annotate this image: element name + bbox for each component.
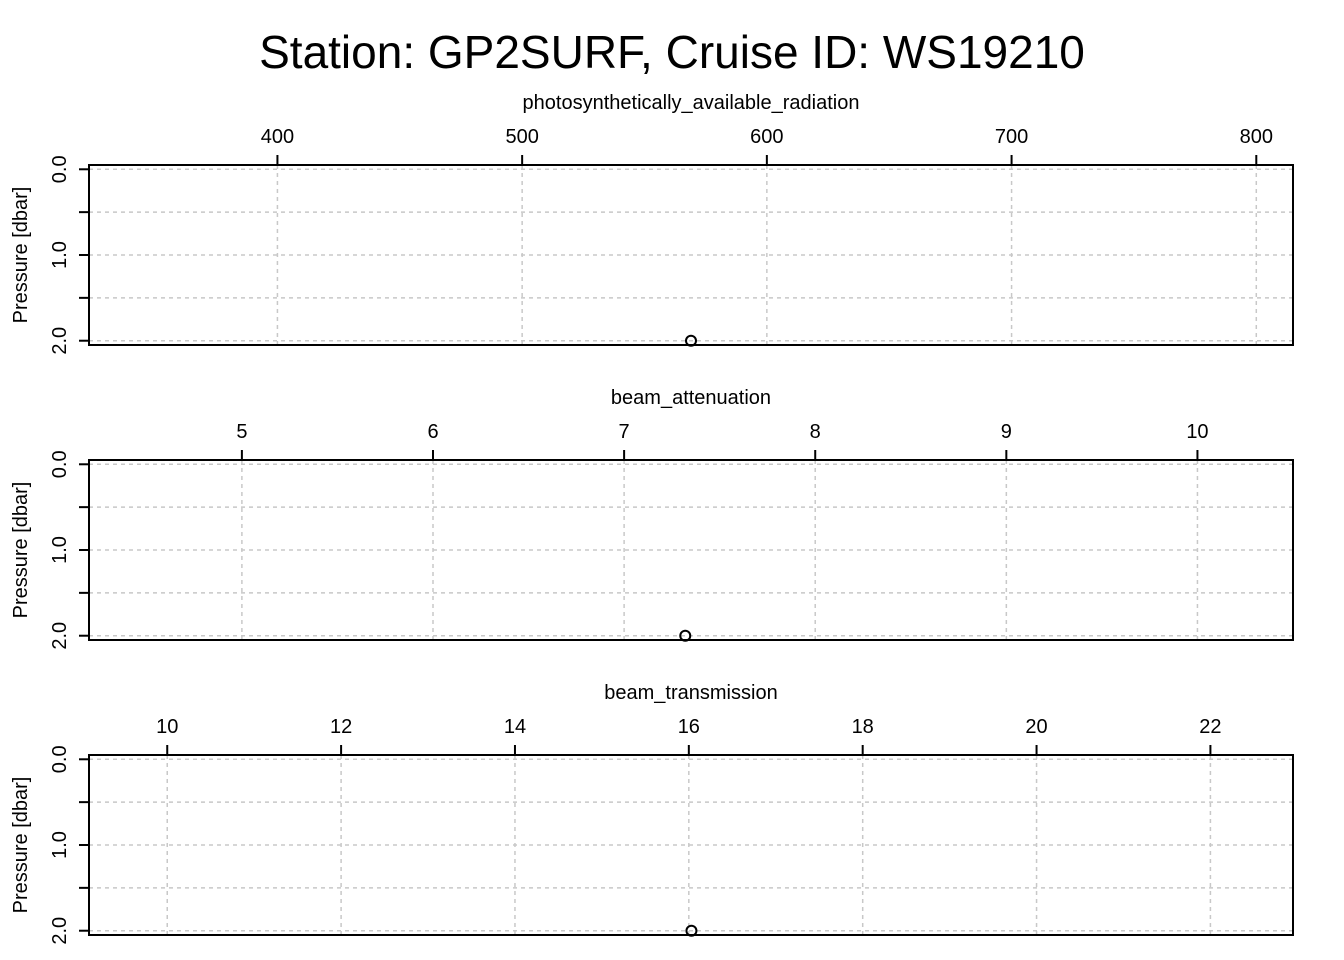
x-tick-label: 7	[619, 421, 630, 443]
y-tick-label: 2.0	[49, 917, 71, 945]
x-tick-label: 500	[505, 126, 538, 148]
panel-2: beam_attenuation 5 6 7 8 9 10 0.0 1.0 2.0 Pressure…	[10, 387, 1294, 650]
y-tick-label: 2.0	[49, 327, 71, 355]
x-tick-label: 10	[1186, 421, 1208, 443]
data-point	[685, 924, 698, 937]
y-axis-title: Pressure [dbar]	[10, 482, 32, 619]
data-point	[679, 629, 692, 642]
y-axis-title: Pressure [dbar]	[10, 187, 32, 324]
y-tick-label: 1.0	[49, 241, 71, 269]
x-tick-label: 12	[330, 716, 352, 738]
y-tick-label: 0.0	[49, 450, 71, 478]
panel-title: beam_transmission	[604, 682, 777, 704]
x-tick-label: 20	[1025, 716, 1047, 738]
x-tick-label: 10	[156, 716, 178, 738]
x-tick-label: 800	[1240, 126, 1273, 148]
x-tick-label: 6	[427, 421, 438, 443]
x-tick-label: 5	[236, 421, 247, 443]
x-tick-label: 600	[750, 126, 783, 148]
y-tick-label: 0.0	[49, 745, 71, 773]
x-tick-label: 16	[678, 716, 700, 738]
panel-3: beam_transmission 10 12 14 16 18 20 22 0.0 1.0 2.0…	[10, 682, 1294, 945]
main-title: Station: GP2SURF, Cruise ID: WS19210	[259, 26, 1085, 78]
y-axis-title: Pressure [dbar]	[10, 777, 32, 914]
data-point	[685, 334, 697, 347]
x-tick-label: 14	[504, 716, 526, 738]
panel-title: beam_attenuation	[611, 387, 771, 409]
y-tick-label: 1.0	[49, 536, 71, 564]
y-tick-label: 0.0	[49, 155, 71, 183]
x-tick-label: 22	[1199, 716, 1221, 738]
x-tick-label: 400	[261, 126, 294, 148]
panel-1: photosynthetically_available_radiation 40…	[10, 92, 1294, 355]
x-tick-label: 8	[810, 421, 821, 443]
y-tick-label: 1.0	[49, 831, 71, 859]
y-tick-label: 2.0	[49, 622, 71, 650]
x-tick-label: 18	[852, 716, 874, 738]
x-tick-label: 9	[1001, 421, 1012, 443]
panel-title: photosynthetically_available_radiation	[523, 92, 860, 114]
x-tick-label: 700	[995, 126, 1028, 148]
